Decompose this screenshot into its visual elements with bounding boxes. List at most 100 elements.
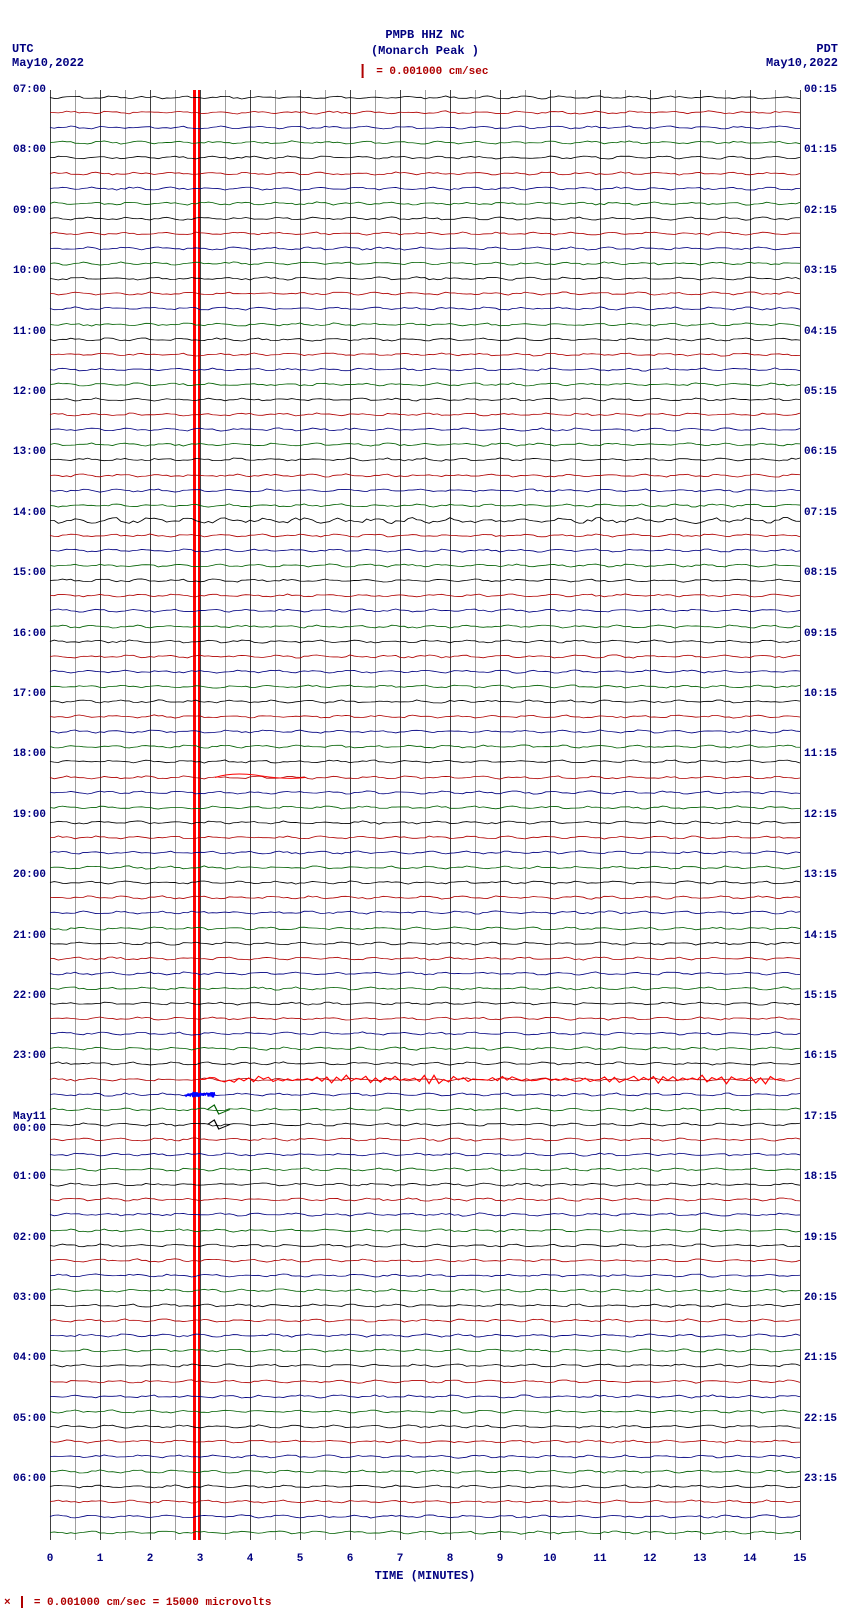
trace-row xyxy=(50,226,800,241)
trace-row xyxy=(50,1494,800,1509)
trace-row xyxy=(50,890,800,905)
time-label-utc: 10:00 xyxy=(13,265,50,277)
trace-row xyxy=(50,573,800,588)
trace-row xyxy=(50,1374,800,1389)
trace-row xyxy=(50,1238,800,1253)
trace-row xyxy=(50,1026,800,1041)
trace-row xyxy=(50,468,800,483)
trace-row xyxy=(50,754,800,769)
trace-row xyxy=(50,739,800,754)
time-label-utc: 14:00 xyxy=(13,507,50,519)
time-label-pdt: 06:15 xyxy=(800,446,837,458)
trace-row xyxy=(50,483,800,498)
trace-row xyxy=(50,1283,800,1298)
trace-row xyxy=(50,1162,800,1177)
trace-row xyxy=(50,1223,800,1238)
trace-row xyxy=(50,1358,800,1373)
time-label-utc: 13:00 xyxy=(13,446,50,458)
time-label-pdt: 03:15 xyxy=(800,265,837,277)
trace-row xyxy=(50,181,800,196)
x-tick: 4 xyxy=(247,1553,254,1565)
trace-row xyxy=(50,830,800,845)
x-tick: 12 xyxy=(643,1553,656,1565)
trace-row xyxy=(50,301,800,316)
time-label-utc: 22:00 xyxy=(13,990,50,1002)
time-label-pdt: 00:15 xyxy=(800,84,837,96)
tz-right-label: PDT xyxy=(766,42,838,56)
time-label-pdt: 20:15 xyxy=(800,1292,837,1304)
time-label-pdt: 12:15 xyxy=(800,809,837,821)
scale-text: = 0.001000 cm/sec xyxy=(376,66,488,78)
footer-scale: × = 0.001000 cm/sec = 15000 microvolts xyxy=(4,1596,271,1609)
trace-row xyxy=(50,709,800,724)
tz-left-date: May10,2022 xyxy=(12,56,84,70)
trace-row xyxy=(50,1419,800,1434)
x-tick: 3 xyxy=(197,1553,204,1565)
time-label-utc: 06:00 xyxy=(13,1473,50,1485)
x-tick: 1 xyxy=(97,1553,104,1565)
time-label-utc: 19:00 xyxy=(13,809,50,821)
trace-row xyxy=(50,362,800,377)
trace-row xyxy=(50,452,800,467)
time-label-utc: 08:00 xyxy=(13,144,50,156)
time-label-pdt: 19:15 xyxy=(800,1232,837,1244)
trace-row xyxy=(50,1253,800,1268)
trace-row xyxy=(50,1509,800,1524)
x-tick: 6 xyxy=(347,1553,354,1565)
trace-row xyxy=(50,966,800,981)
trace-row xyxy=(50,120,800,135)
time-label-pdt: 16:15 xyxy=(800,1050,837,1062)
trace-row xyxy=(50,377,800,392)
trace-row xyxy=(50,543,800,558)
trace-row xyxy=(50,90,800,105)
trace-row xyxy=(50,1343,800,1358)
time-label-utc: May11 00:00 xyxy=(13,1111,50,1135)
time-label-pdt: 14:15 xyxy=(800,930,837,942)
trace-row xyxy=(50,905,800,920)
trace-row xyxy=(50,1087,800,1102)
trace-row xyxy=(50,921,800,936)
title-block: PMPB HHZ NC (Monarch Peak ) = 0.001000 c… xyxy=(362,28,489,78)
trace-row xyxy=(50,1056,800,1071)
x-tick: 7 xyxy=(397,1553,404,1565)
trace-row xyxy=(50,498,800,513)
time-label-pdt: 10:15 xyxy=(800,688,837,700)
trace-row xyxy=(50,1207,800,1222)
trace-row xyxy=(50,513,800,528)
trace-row xyxy=(50,256,800,271)
trace-row xyxy=(50,664,800,679)
x-tick: 2 xyxy=(147,1553,154,1565)
trace-row xyxy=(50,875,800,890)
trace-row xyxy=(50,1298,800,1313)
x-axis: TIME (MINUTES) 0123456789101112131415 xyxy=(50,1553,800,1583)
trace-row xyxy=(50,1464,800,1479)
trace-row xyxy=(50,770,800,785)
tz-left-label: UTC xyxy=(12,42,84,56)
trace-row xyxy=(50,649,800,664)
time-label-utc: 04:00 xyxy=(13,1352,50,1364)
trace-row xyxy=(50,694,800,709)
trace-row xyxy=(50,588,800,603)
x-tick: 9 xyxy=(497,1553,504,1565)
helicorder-plot: 07:0008:0009:0010:0011:0012:0013:0014:00… xyxy=(50,90,800,1540)
trace-row xyxy=(50,1479,800,1494)
x-tick: 14 xyxy=(743,1553,756,1565)
trace-row xyxy=(50,815,800,830)
time-label-utc: 23:00 xyxy=(13,1050,50,1062)
trace-row xyxy=(50,437,800,452)
time-label-utc: 09:00 xyxy=(13,205,50,217)
x-tick: 13 xyxy=(693,1553,706,1565)
time-label-pdt: 09:15 xyxy=(800,628,837,640)
header: UTC May10,2022 PMPB HHZ NC (Monarch Peak… xyxy=(0,0,850,80)
time-label-utc: 11:00 xyxy=(13,326,50,338)
trace-row xyxy=(50,1389,800,1404)
trace-row xyxy=(50,1117,800,1132)
time-label-utc: 02:00 xyxy=(13,1232,50,1244)
time-label-pdt: 17:15 xyxy=(800,1111,837,1123)
time-label-utc: 07:00 xyxy=(13,84,50,96)
trace-row xyxy=(50,996,800,1011)
trace-row xyxy=(50,981,800,996)
trace-row xyxy=(50,407,800,422)
trace-row xyxy=(50,135,800,150)
time-label-pdt: 05:15 xyxy=(800,386,837,398)
